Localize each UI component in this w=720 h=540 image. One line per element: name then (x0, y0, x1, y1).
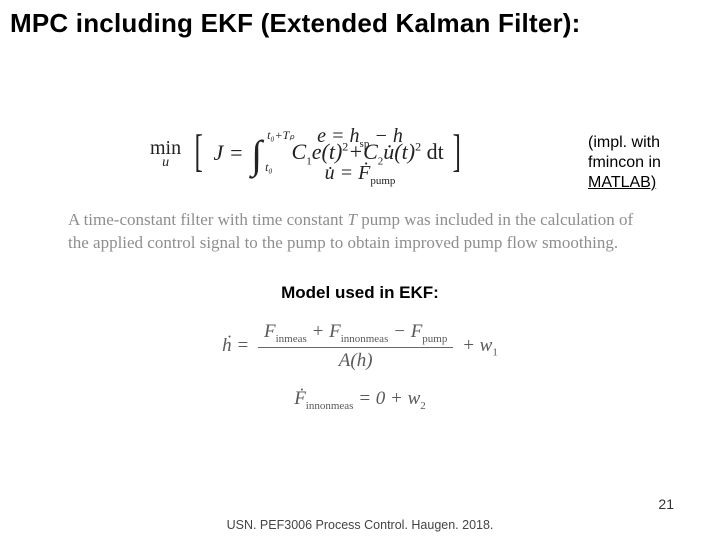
Fpump: F (411, 321, 423, 342)
impl-note: (impl. with fmincon in MATLAB) (588, 133, 698, 193)
plus-w1: + w (462, 335, 492, 356)
num-plus: + (307, 321, 329, 342)
integral-block: ∫ t₀+Tₚ t₀ (251, 140, 262, 167)
hdot: ḣ = (222, 335, 254, 356)
udot: u̇(t) (383, 139, 415, 164)
Fin-meas: F (264, 321, 276, 342)
ekf-fraction: Finmeas + Finnonmeas − Fpump A(h) (258, 321, 453, 372)
dt: dt (421, 139, 444, 164)
integral-upper: t₀+Tₚ (267, 128, 294, 143)
ekf-line1: ḣ = Finmeas + Finnonmeas − Fpump A(h) + … (0, 321, 720, 372)
e-of-t: e(t) (312, 139, 343, 164)
model-label: Model used in EKF: (0, 283, 720, 303)
Fin-meas-sub: inmeas (276, 333, 307, 345)
page-title: MPC including EKF (Extended Kalman Filte… (0, 0, 720, 43)
impl-note-line3: MATLAB) (588, 173, 656, 193)
Fin-nonmeas: F (329, 321, 341, 342)
ekf-numerator: Finmeas + Finnonmeas − Fpump (258, 321, 453, 348)
Fin-nonmeas-sub: innonmeas (341, 333, 389, 345)
right-bracket: ] (453, 133, 461, 170)
eq3-sub: pump (370, 175, 395, 187)
ekf-line2: Ḟinnonmeas = 0 + w2 (0, 388, 720, 412)
impl-note-line1: (impl. with (588, 133, 698, 153)
plus-c2: +C (348, 139, 378, 164)
para-pre: A time-constant filter with time constan… (68, 210, 348, 229)
integral-sign: ∫ (251, 143, 262, 167)
Fpump-sub: pump (422, 333, 447, 345)
integral-lower: t₀ (265, 160, 273, 175)
footer-text: USN. PEF3006 Process Control. Haugen. 20… (0, 518, 720, 532)
c1: C (292, 139, 307, 164)
cost-body: C1e(t)2+C2u̇(t)2 dt (292, 139, 444, 167)
w1-sub: 1 (492, 346, 498, 358)
objective-equation: min u [ J = ∫ t₀+Tₚ t₀ C1e(t)2+C2u̇(t)2 … (150, 135, 465, 172)
ekf-equations: ḣ = Finmeas + Finnonmeas − Fpump A(h) + … (0, 321, 720, 412)
page-number: 21 (658, 496, 674, 512)
num-minus: − (388, 321, 410, 342)
Fdot-nonmeas-sub: innonmeas (306, 399, 354, 411)
ekf-denominator: A(h) (258, 348, 453, 372)
description-paragraph: A time-constant filter with time constan… (68, 209, 652, 255)
J-equals: J = (213, 140, 243, 166)
eq-zero-w2: = 0 + w (353, 388, 420, 409)
impl-note-line2: fmincon in (588, 153, 698, 173)
equation-area: min u [ J = ∫ t₀+Tₚ t₀ C1e(t)2+C2u̇(t)2 … (0, 125, 720, 187)
Fdot-nonmeas: Ḟ (294, 388, 306, 409)
w2-sub: 2 (420, 399, 426, 411)
left-bracket: [ (194, 133, 202, 170)
para-T: T (348, 210, 357, 229)
